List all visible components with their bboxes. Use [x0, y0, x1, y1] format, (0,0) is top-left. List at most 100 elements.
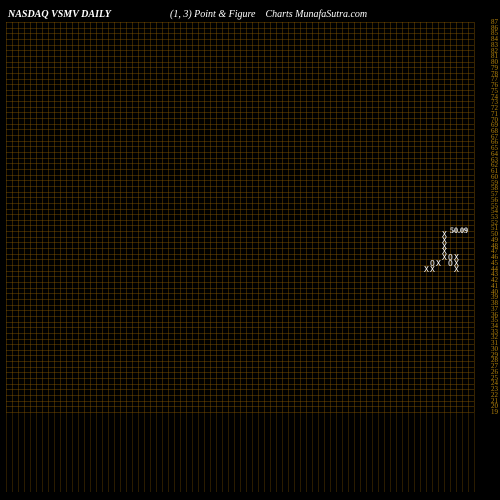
grid-line-vertical: [216, 22, 217, 412]
grid-line-vertical: [276, 22, 277, 412]
bottom-grid-line: [264, 412, 265, 492]
grid-line-vertical: [114, 22, 115, 412]
bottom-grid-line: [96, 412, 97, 492]
bottom-grid-line: [306, 412, 307, 492]
grid-line-vertical: [78, 22, 79, 412]
bottom-grid-line: [54, 412, 55, 492]
y-axis-label: 19: [478, 410, 498, 415]
bottom-grid-line: [294, 412, 295, 492]
bottom-grid-line: [396, 412, 397, 492]
bottom-grid-line: [468, 412, 469, 492]
bottom-grid-line: [288, 412, 289, 492]
bottom-grid-line: [444, 412, 445, 492]
bottom-grid-line: [6, 412, 7, 492]
grid-line-vertical: [396, 22, 397, 412]
bottom-grid-line: [210, 412, 211, 492]
grid-line-vertical: [186, 22, 187, 412]
grid-line-vertical: [312, 22, 313, 412]
grid-line-vertical: [6, 22, 7, 412]
bottom-grid-line: [78, 412, 79, 492]
grid-line-vertical: [378, 22, 379, 412]
bottom-grid-line: [438, 412, 439, 492]
bottom-grid-line: [162, 412, 163, 492]
grid-line-vertical: [324, 22, 325, 412]
grid-line-vertical: [180, 22, 181, 412]
grid-line-vertical: [300, 22, 301, 412]
grid-line-vertical: [252, 22, 253, 412]
grid-line-vertical: [132, 22, 133, 412]
bottom-grid-line: [204, 412, 205, 492]
pnf-o-mark: O: [448, 260, 453, 267]
grid-line-vertical: [90, 22, 91, 412]
grid-line-vertical: [102, 22, 103, 412]
bottom-grid-line: [150, 412, 151, 492]
grid-line-vertical: [168, 22, 169, 412]
bottom-grid-line: [318, 412, 319, 492]
grid-line-vertical: [54, 22, 55, 412]
bottom-grid-line: [192, 412, 193, 492]
grid-line-vertical: [24, 22, 25, 412]
bottom-grid-line: [114, 412, 115, 492]
ticker-label: NASDAQ VSMV DAILY: [8, 9, 111, 20]
y-axis: 8786858483828180797877767574737271706968…: [478, 22, 498, 412]
bottom-grid-line: [336, 412, 337, 492]
grid-line-vertical: [390, 22, 391, 412]
bottom-grid-line: [384, 412, 385, 492]
bottom-grid-line: [456, 412, 457, 492]
grid-line-vertical: [258, 22, 259, 412]
bottom-grid-line: [18, 412, 19, 492]
grid-line-vertical: [414, 22, 415, 412]
grid-line-vertical: [444, 22, 445, 412]
bottom-grid-line: [30, 412, 31, 492]
grid-line-vertical: [198, 22, 199, 412]
price-marker-label: 50.09: [450, 226, 468, 235]
grid-line-vertical: [264, 22, 265, 412]
grid-line-vertical: [204, 22, 205, 412]
grid-line-vertical: [318, 22, 319, 412]
bottom-grid-line: [252, 412, 253, 492]
bottom-grid-line: [426, 412, 427, 492]
grid-line-vertical: [36, 22, 37, 412]
bottom-panel: [6, 412, 474, 492]
bottom-grid-line: [366, 412, 367, 492]
grid-line-vertical: [126, 22, 127, 412]
grid-line-vertical: [228, 22, 229, 412]
grid-line-vertical: [120, 22, 121, 412]
bottom-grid-line: [84, 412, 85, 492]
grid-line-vertical: [342, 22, 343, 412]
pnf-x-mark: X: [454, 266, 459, 273]
grid-line-vertical: [366, 22, 367, 412]
grid-line-vertical: [192, 22, 193, 412]
bottom-grid-line: [102, 412, 103, 492]
grid-line-vertical: [156, 22, 157, 412]
bottom-grid-line: [378, 412, 379, 492]
grid-line-vertical: [456, 22, 457, 412]
bottom-grid-line: [24, 412, 25, 492]
grid-line-vertical: [66, 22, 67, 412]
bottom-grid-line: [144, 412, 145, 492]
bottom-grid-line: [342, 412, 343, 492]
bottom-grid-line: [222, 412, 223, 492]
bottom-grid-line: [120, 412, 121, 492]
bottom-grid-line: [36, 412, 37, 492]
bottom-grid-line: [300, 412, 301, 492]
bottom-grid-line: [432, 412, 433, 492]
bottom-grid-line: [90, 412, 91, 492]
pnf-x-mark: X: [424, 266, 429, 273]
grid-line-vertical: [96, 22, 97, 412]
bottom-grid-line: [420, 412, 421, 492]
grid-line-vertical: [210, 22, 211, 412]
bottom-grid-line: [408, 412, 409, 492]
bottom-grid-line: [216, 412, 217, 492]
bottom-grid-line: [66, 412, 67, 492]
grid-line-vertical: [354, 22, 355, 412]
chart-grid-area: 50.09XXXXXOOXXXXOXX: [6, 22, 474, 412]
grid-line-vertical: [150, 22, 151, 412]
grid-line-vertical: [144, 22, 145, 412]
bottom-grid-line: [324, 412, 325, 492]
bottom-grid-line: [198, 412, 199, 492]
bottom-grid-line: [276, 412, 277, 492]
bottom-grid-line: [60, 412, 61, 492]
grid-line-vertical: [42, 22, 43, 412]
grid-line-vertical: [360, 22, 361, 412]
